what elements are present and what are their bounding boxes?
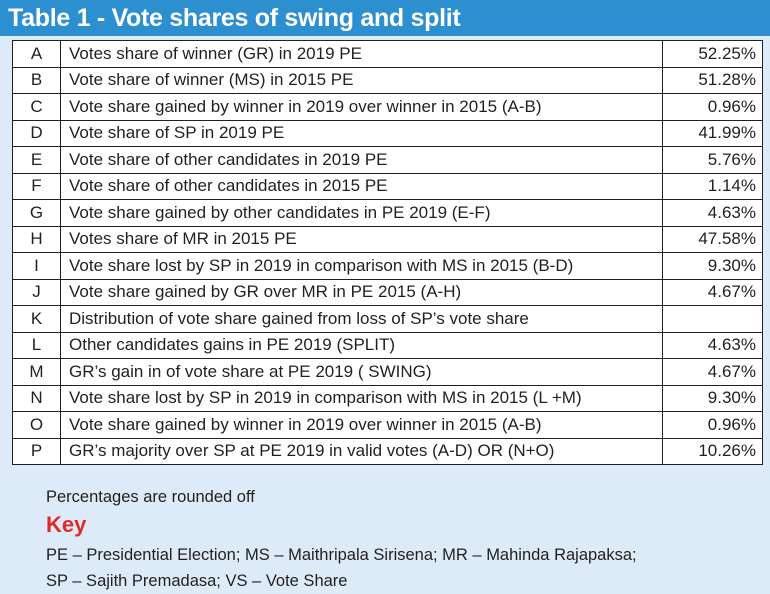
table-row: F Vote share of other candidates in 2015 … — [12, 172, 763, 200]
row-percentage: 5.76% — [662, 146, 763, 174]
table-row: B Vote share of winner (MS) in 2015 PE 51.… — [12, 66, 763, 94]
row-code: B — [12, 66, 61, 94]
row-code: K — [12, 305, 61, 333]
row-percentage: 4.63% — [662, 199, 763, 227]
key-line-1: PE – Presidential Election; MS – Maithri… — [46, 546, 637, 564]
row-code: J — [12, 278, 61, 306]
row-description: Votes share of winner (GR) in 2019 PE — [60, 40, 663, 68]
vote-share-table: A Votes share of winner (GR) in 2019 PE 52… — [12, 40, 763, 465]
row-percentage: 0.96% — [662, 411, 763, 439]
table-row: G Vote share gained by other candidates i… — [12, 199, 763, 227]
row-code: M — [12, 358, 61, 386]
row-percentage: 9.30% — [662, 384, 763, 412]
table-row: M GR’s gain in of vote share at PE 2019 (… — [12, 358, 763, 386]
row-description: Distribution of vote share gained from l… — [60, 305, 663, 333]
row-percentage: 47.58% — [662, 225, 763, 253]
row-code: O — [12, 411, 61, 439]
rounding-note: Percentages are rounded off — [46, 488, 255, 506]
table-title: Table 1 - Vote shares of swing and split — [0, 0, 770, 36]
row-code: G — [12, 199, 61, 227]
key-heading: Key — [46, 512, 87, 537]
row-code: E — [12, 146, 61, 174]
row-code: H — [12, 225, 61, 253]
table-row: E Vote share of other candidates in 2019 … — [12, 146, 763, 174]
row-description: Votes share of MR in 2015 PE — [60, 225, 663, 253]
row-percentage: 1.14% — [662, 172, 763, 200]
row-description: Vote share lost by SP in 2019 in compari… — [60, 384, 663, 412]
row-code: D — [12, 119, 61, 147]
row-percentage: 0.96% — [662, 93, 763, 121]
row-description: Vote share of SP in 2019 PE — [60, 119, 663, 147]
row-percentage: 10.26% — [662, 437, 763, 465]
row-percentage: 9.30% — [662, 252, 763, 280]
row-description: Vote share gained by other candidates in… — [60, 199, 663, 227]
row-code: P — [12, 437, 61, 465]
row-code: A — [12, 40, 61, 68]
key-line-2: SP – Sajith Premadasa; VS – Vote Share — [46, 572, 348, 590]
table-row: P GR’s majority over SP at PE 2019 in val… — [12, 437, 763, 465]
table-row: A Votes share of winner (GR) in 2019 PE 52… — [12, 40, 763, 68]
row-percentage: 41.99% — [662, 119, 763, 147]
row-code: I — [12, 252, 61, 280]
row-description: Vote share lost by SP in 2019 in compari… — [60, 252, 663, 280]
table-panel: A Votes share of winner (GR) in 2019 PE 52… — [0, 36, 770, 594]
row-description: GR’s gain in of vote share at PE 2019 ( … — [60, 358, 663, 386]
table-row: I Vote share lost by SP in 2019 in compar… — [12, 252, 763, 280]
row-code: F — [12, 172, 61, 200]
row-percentage: 52.25% — [662, 40, 763, 68]
row-description: Vote share gained by winner in 2019 over… — [60, 411, 663, 439]
row-description: Vote share gained by GR over MR in PE 20… — [60, 278, 663, 306]
table-row: L Other candidates gains in PE 2019 (SPLI… — [12, 331, 763, 359]
table-row: N Vote share lost by SP in 2019 in compar… — [12, 384, 763, 412]
table-row: J Vote share gained by GR over MR in PE 2… — [12, 278, 763, 306]
row-percentage: 4.67% — [662, 278, 763, 306]
row-percentage: 4.63% — [662, 331, 763, 359]
row-percentage: 4.67% — [662, 358, 763, 386]
row-description: Vote share of other candidates in 2015 P… — [60, 172, 663, 200]
row-code: C — [12, 93, 61, 121]
table-row: K Distribution of vote share gained from … — [12, 305, 763, 333]
row-code: L — [12, 331, 61, 359]
row-percentage — [662, 305, 763, 333]
table-row: C Vote share gained by winner in 2019 ove… — [12, 93, 763, 121]
row-code: N — [12, 384, 61, 412]
table-row: H Votes share of MR in 2015 PE 47.58% — [12, 225, 763, 253]
row-percentage: 51.28% — [662, 66, 763, 94]
table-row: O Vote share gained by winner in 2019 ove… — [12, 411, 763, 439]
row-description: Vote share of other candidates in 2019 P… — [60, 146, 663, 174]
table-row: D Vote share of SP in 2019 PE 41.99% — [12, 119, 763, 147]
row-description: Vote share of winner (MS) in 2015 PE — [60, 66, 663, 94]
row-description: Vote share gained by winner in 2019 over… — [60, 93, 663, 121]
row-description: GR’s majority over SP at PE 2019 in vali… — [60, 437, 663, 465]
row-description: Other candidates gains in PE 2019 (SPLIT… — [60, 331, 663, 359]
